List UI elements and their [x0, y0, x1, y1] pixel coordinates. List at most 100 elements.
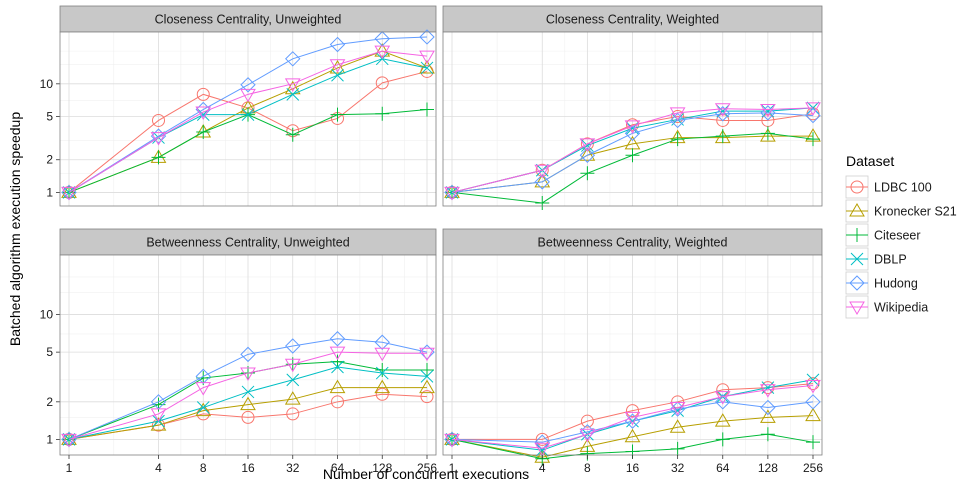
data-point-hudong: [715, 106, 731, 122]
data-point-wikipedia: [240, 367, 256, 382]
data-point-wikipedia: [669, 402, 686, 416]
data-point-citeseer: [806, 435, 820, 450]
data-point-ldbc-100: [152, 418, 165, 432]
data-point-citeseer: [151, 150, 166, 165]
data-point-kronecker-s21: [579, 147, 596, 161]
legend-label: LDBC 100: [874, 181, 932, 195]
x-tick-label: 128: [372, 461, 392, 475]
data-point-citeseer: [375, 106, 390, 121]
data-point-wikipedia: [624, 411, 641, 426]
panel-strip: [59, 5, 437, 33]
panel-border: [59, 31, 437, 207]
x-tick-label: 1: [449, 461, 456, 475]
y-tick-label: 2: [46, 395, 53, 409]
x-tick-label: 4: [539, 461, 546, 475]
data-point-ldbc-100: [375, 387, 389, 401]
data-point-hudong: [240, 346, 256, 363]
data-point-wikipedia: [805, 380, 821, 394]
data-point-citeseer: [420, 102, 434, 117]
data-point-citeseer: [535, 195, 550, 210]
data-point-ldbc-100: [420, 390, 434, 404]
y-tick-label: 1: [46, 432, 53, 446]
x-tick-label: 128: [758, 461, 778, 475]
x-axis: 1 4 8 16 32 64 128 256 1 4 8 16 32 64 128 256: [66, 455, 823, 475]
legend-label: Wikipedia: [874, 301, 928, 315]
data-point-dblp: [241, 385, 255, 399]
data-point-kronecker-s21: [760, 409, 776, 423]
x-tick-label: 64: [716, 461, 730, 475]
data-point-dblp: [716, 104, 730, 118]
series-line-dblp: [68, 366, 428, 440]
panel-strip: [442, 5, 823, 33]
legend-item: Kronecker S21: [845, 199, 957, 223]
data-point-dblp: [375, 366, 389, 380]
panel-betweenness-centrality-weighted: Betweenness Centrality, Weighted: [442, 228, 823, 466]
panel-title: Closeness Centrality, Weighted: [546, 13, 719, 27]
data-point-ldbc-100: [331, 395, 344, 409]
x-tick-label: 4: [155, 461, 162, 475]
legend-marker: [850, 252, 864, 266]
data-point-ldbc-100: [286, 407, 300, 421]
data-point-wikipedia: [714, 103, 731, 117]
data-point-citeseer: [420, 362, 434, 377]
series-group: [61, 29, 435, 201]
gridlines: [443, 32, 822, 206]
data-point-ldbc-100: [196, 87, 210, 101]
panel-border: [442, 31, 823, 207]
data-point-ldbc-100: [580, 414, 594, 428]
series-group: [444, 101, 821, 210]
x-tick-label: 32: [671, 461, 685, 475]
data-point-dblp: [581, 139, 594, 152]
data-point-citeseer: [285, 127, 300, 142]
data-point-ldbc-100: [152, 113, 165, 127]
data-point-ldbc-100: [761, 381, 775, 395]
data-point-kronecker-s21: [534, 173, 551, 188]
data-point-kronecker-s21: [195, 402, 212, 417]
data-point-dblp: [535, 443, 549, 457]
data-point-kronecker-s21: [284, 391, 301, 405]
series-line-dblp: [451, 379, 814, 451]
data-point-wikipedia: [61, 433, 77, 448]
legend-marker: [850, 180, 864, 194]
legend-title: Dataset: [846, 153, 894, 169]
legend-label: Hudong: [874, 277, 918, 291]
data-point-ldbc-100: [580, 137, 594, 151]
series-line-ldbc-100: [68, 70, 428, 193]
data-point-wikipedia: [195, 106, 212, 121]
data-point-ldbc-100: [535, 432, 549, 446]
y-tick-label: 1: [46, 185, 53, 199]
data-point-hudong: [534, 174, 550, 190]
series-line-wikipedia: [68, 50, 428, 193]
data-point-hudong: [285, 51, 301, 67]
data-point-hudong: [285, 338, 301, 354]
data-point-citeseer: [330, 107, 345, 122]
y-tick-label: 5: [46, 345, 53, 359]
data-point-citeseer: [375, 362, 390, 377]
chart-panels: Closeness Centrality, Unweighted12510Clo…: [40, 5, 823, 466]
legend-label: Kronecker S21: [874, 205, 957, 219]
data-point-hudong: [374, 334, 390, 350]
x-tick-label: 8: [584, 461, 591, 475]
data-point-dblp: [420, 61, 434, 75]
data-point-citeseer: [806, 132, 820, 147]
series-line-citeseer: [451, 132, 814, 204]
series-line-hudong: [68, 338, 428, 440]
series-line-ldbc-100: [68, 393, 428, 440]
data-point-wikipedia: [805, 102, 821, 116]
data-point-hudong: [150, 128, 167, 144]
data-point-kronecker-s21: [374, 379, 391, 394]
data-point-hudong: [534, 434, 550, 450]
data-point-wikipedia: [329, 346, 346, 361]
data-point-wikipedia: [534, 164, 551, 179]
data-point-wikipedia: [624, 120, 641, 134]
x-axis-title: Number of concurrent executions: [323, 466, 529, 482]
data-point-wikipedia: [195, 382, 212, 396]
series-line-wikipedia: [451, 107, 814, 193]
data-point-ldbc-100: [671, 110, 685, 124]
series-line-wikipedia: [451, 385, 814, 449]
y-tick-label: 10: [40, 77, 54, 91]
data-point-dblp: [761, 381, 775, 394]
data-point-wikipedia: [419, 347, 435, 362]
data-point-hudong: [760, 105, 776, 121]
data-point-hudong: [715, 394, 731, 410]
